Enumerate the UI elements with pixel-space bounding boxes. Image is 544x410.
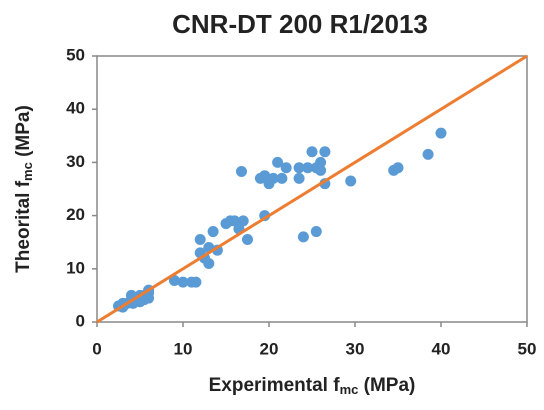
data-point (272, 156, 284, 168)
y-tick-label: 40 (66, 99, 85, 118)
x-tick-label: 30 (346, 339, 365, 358)
data-point (280, 162, 292, 174)
data-point (177, 276, 189, 288)
data-point (267, 172, 279, 184)
data-point (306, 146, 318, 158)
x-label-unit: (MPa) (358, 375, 415, 396)
x-tick-label: 20 (260, 339, 279, 358)
data-point (207, 226, 219, 238)
data-point (345, 175, 357, 187)
data-point (435, 127, 447, 139)
y-label-unit: (MPa) (13, 105, 34, 162)
y-tick-label: 30 (66, 152, 85, 171)
reference-line (96, 54, 528, 324)
chart-title: CNR-DT 200 R1/2013 (172, 9, 428, 39)
data-point (422, 148, 434, 160)
y-tick-label: 0 (76, 311, 85, 330)
data-point (319, 146, 331, 158)
data-point (134, 296, 146, 308)
data-point (237, 215, 249, 227)
x-tick-label: 10 (174, 339, 193, 358)
data-point (315, 156, 327, 168)
data-point (310, 226, 322, 238)
data-point (143, 292, 155, 304)
y-tick-label: 50 (66, 45, 85, 64)
x-axis-label: Experimental fmc (MPa) (209, 375, 416, 397)
data-point (190, 276, 202, 288)
data-point (203, 257, 215, 269)
data-point (297, 231, 309, 243)
data-point (276, 172, 288, 184)
data-point (242, 234, 253, 246)
y-axis-label: Theorital fmc (MPa) (13, 105, 35, 273)
data-point (315, 164, 327, 176)
x-tick-label: 40 (432, 339, 451, 358)
plot-frame (96, 55, 528, 323)
x-label-text: Experimental f (209, 375, 341, 396)
y-tick-label: 10 (66, 258, 85, 277)
data-point (235, 165, 247, 177)
x-tick-label: 50 (518, 339, 537, 358)
data-point (293, 162, 305, 174)
data-point (392, 162, 404, 174)
data-point (302, 162, 314, 174)
data-point (168, 275, 180, 287)
y-label-sub: mc (20, 162, 35, 181)
data-point (293, 172, 305, 184)
x-tick-label: 0 (92, 339, 101, 358)
data-point (194, 234, 206, 246)
y-label-text: Theorital f (13, 180, 34, 273)
x-label-sub: mc (340, 382, 359, 397)
y-tick-label: 20 (66, 205, 85, 224)
